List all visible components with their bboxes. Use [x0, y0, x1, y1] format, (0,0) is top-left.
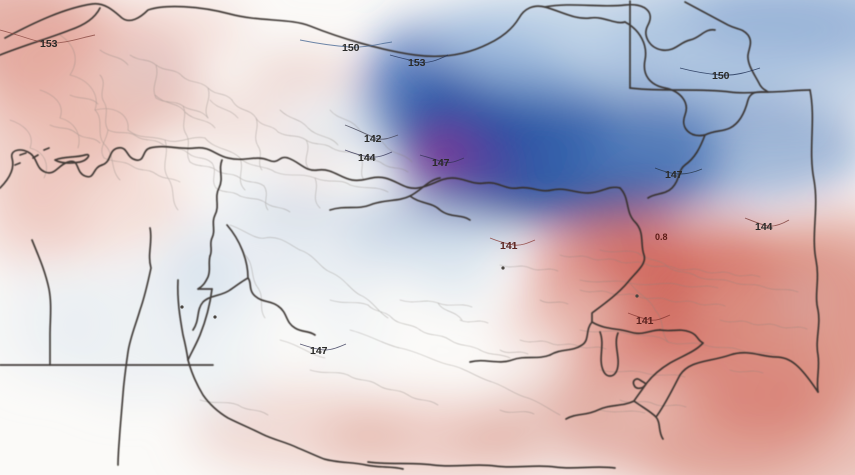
svg-text:144: 144 — [755, 221, 773, 233]
svg-text:141: 141 — [500, 240, 518, 252]
svg-text:147: 147 — [310, 345, 328, 357]
svg-text:150: 150 — [342, 42, 360, 54]
svg-text:144: 144 — [358, 152, 376, 164]
svg-text:153: 153 — [40, 38, 58, 50]
svg-text:147: 147 — [665, 169, 683, 181]
svg-text:141: 141 — [636, 315, 654, 327]
svg-text:0.8: 0.8 — [655, 232, 668, 242]
svg-text:150: 150 — [712, 70, 730, 82]
svg-text:142: 142 — [364, 133, 382, 145]
svg-text:153: 153 — [408, 57, 426, 69]
svg-text:147: 147 — [432, 157, 450, 169]
